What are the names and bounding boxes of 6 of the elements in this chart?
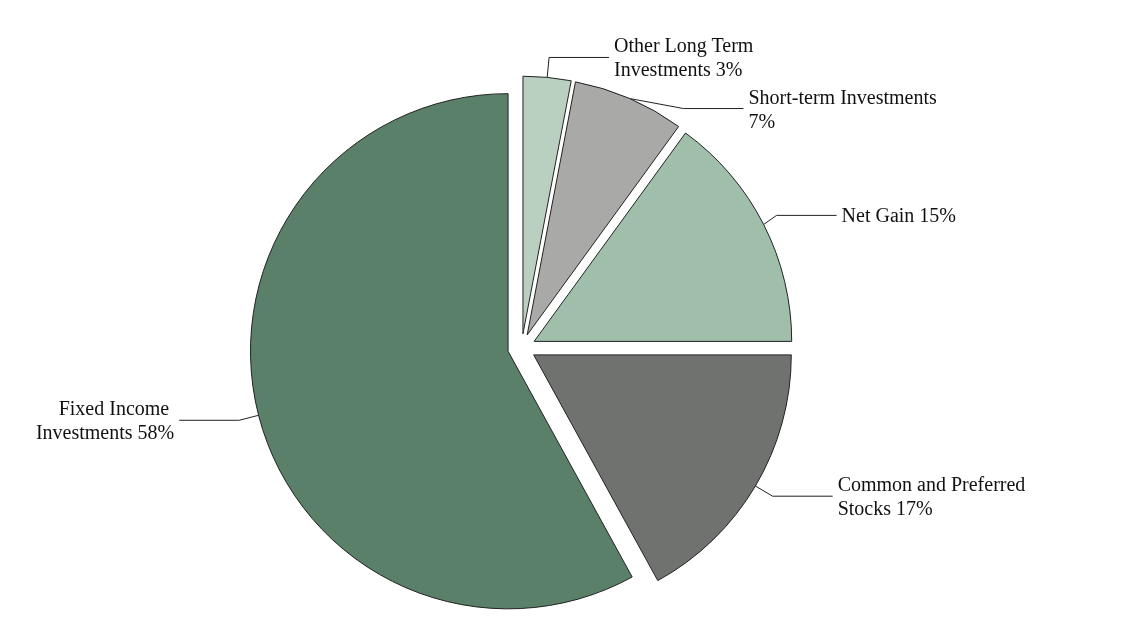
- slice-label: Short-term Investments: [748, 85, 942, 108]
- slice-label: Fixed Income Investments 58%: [35, 397, 175, 444]
- data-label: 7%: [748, 109, 776, 132]
- slice-label: Net Gain 15%: [841, 204, 956, 227]
- slice-label: Other Long Term Investments 3%: [614, 34, 759, 81]
- slice-label: Common and Preferred Stocks 17%: [837, 473, 1031, 520]
